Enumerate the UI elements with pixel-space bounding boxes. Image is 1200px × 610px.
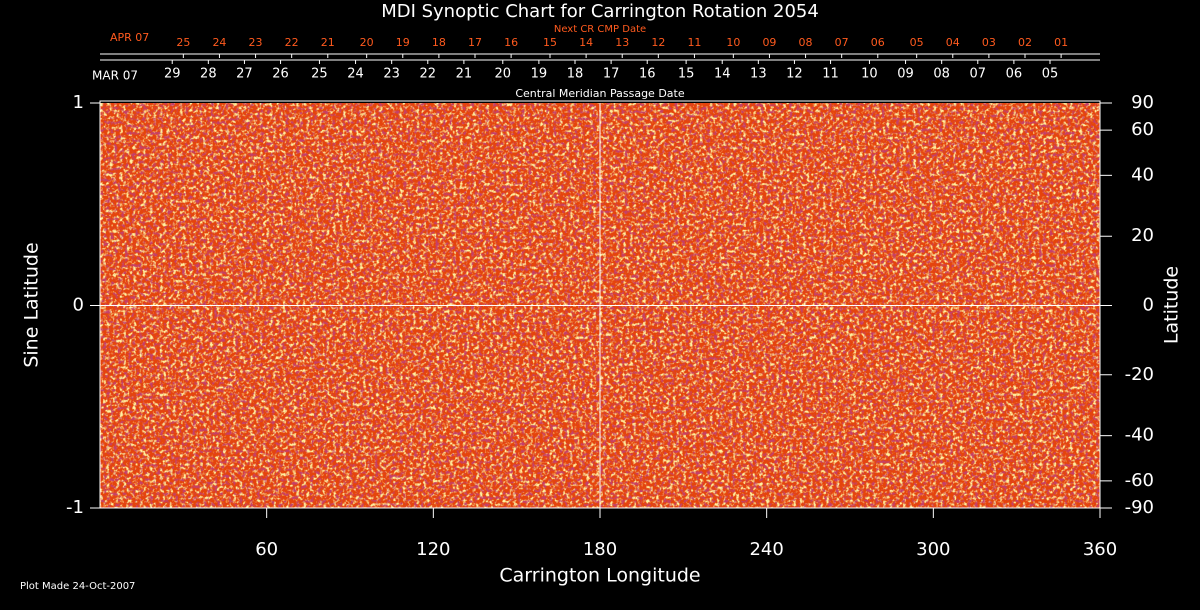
date-label: 15 bbox=[543, 36, 557, 49]
date-label: 19 bbox=[396, 36, 410, 49]
cmp-month: MAR 07 bbox=[92, 69, 138, 83]
date-label: 27 bbox=[236, 67, 253, 82]
y2-tick-label: -20 bbox=[1125, 364, 1154, 385]
date-label: 03 bbox=[982, 36, 996, 49]
x-tick-label: 60 bbox=[255, 539, 278, 560]
date-label: 25 bbox=[311, 67, 328, 82]
date-label: 05 bbox=[910, 36, 924, 49]
x-axis-label: Carrington Longitude bbox=[499, 565, 700, 587]
date-label: 09 bbox=[762, 36, 776, 49]
next-cmp-label: Next CR CMP Date bbox=[554, 24, 646, 35]
x-tick-label: 240 bbox=[749, 539, 783, 560]
date-label: 17 bbox=[468, 36, 482, 49]
chart-title: MDI Synoptic Chart for Carrington Rotati… bbox=[381, 1, 819, 22]
date-label: 24 bbox=[212, 36, 226, 49]
date-label: 11 bbox=[822, 67, 839, 82]
date-label: 21 bbox=[321, 36, 335, 49]
date-label: 26 bbox=[272, 67, 289, 82]
date-label: 07 bbox=[835, 36, 849, 49]
date-label: 14 bbox=[579, 36, 593, 49]
date-label: 21 bbox=[456, 67, 473, 82]
x-tick-label: 120 bbox=[416, 539, 450, 560]
date-label: 14 bbox=[714, 67, 731, 82]
y-tick-label: -1 bbox=[66, 497, 84, 518]
date-label: 02 bbox=[1018, 36, 1032, 49]
date-label: 12 bbox=[651, 36, 665, 49]
date-label: 29 bbox=[164, 67, 181, 82]
y-axis-label: Sine Latitude bbox=[21, 242, 43, 367]
y2-tick-label: 40 bbox=[1131, 164, 1154, 185]
date-label: 22 bbox=[420, 67, 437, 82]
date-label: 16 bbox=[504, 36, 518, 49]
date-label: 24 bbox=[347, 67, 364, 82]
date-label: 23 bbox=[249, 36, 263, 49]
y2-tick-label: -40 bbox=[1125, 425, 1154, 446]
date-label: 09 bbox=[897, 67, 914, 82]
date-label: 25 bbox=[176, 36, 190, 49]
date-label: 08 bbox=[799, 36, 813, 49]
date-label: 20 bbox=[360, 36, 374, 49]
date-label: 10 bbox=[861, 67, 878, 82]
date-label: 19 bbox=[531, 67, 548, 82]
y2-tick-label: -90 bbox=[1125, 497, 1154, 518]
date-label: 08 bbox=[933, 67, 950, 82]
y2-axis-label: Latitude bbox=[1161, 266, 1183, 344]
date-label: 07 bbox=[970, 67, 987, 82]
date-label: 16 bbox=[639, 67, 656, 82]
date-label: 12 bbox=[786, 67, 803, 82]
date-label: 18 bbox=[432, 36, 446, 49]
y2-tick-label: 60 bbox=[1131, 119, 1154, 140]
cmp-label: Central Meridian Passage Date bbox=[515, 87, 684, 100]
date-label: 18 bbox=[567, 67, 584, 82]
date-label: 23 bbox=[383, 67, 400, 82]
date-label: 15 bbox=[678, 67, 695, 82]
x-tick-label: 300 bbox=[916, 539, 950, 560]
y2-tick-label: 90 bbox=[1131, 92, 1154, 113]
x-tick-label: 180 bbox=[583, 539, 617, 560]
date-label: 06 bbox=[871, 36, 885, 49]
y2-tick-label: 20 bbox=[1131, 225, 1154, 246]
date-label: 06 bbox=[1006, 67, 1023, 82]
date-label: 05 bbox=[1042, 67, 1059, 82]
next-cmp-month: APR 07 bbox=[110, 31, 149, 44]
date-label: 11 bbox=[687, 36, 701, 49]
date-label: 04 bbox=[946, 36, 960, 49]
date-label: 13 bbox=[615, 36, 629, 49]
date-label: 28 bbox=[200, 67, 217, 82]
date-label: 01 bbox=[1054, 36, 1068, 49]
y-tick-label: 0 bbox=[73, 295, 84, 316]
date-label: 22 bbox=[285, 36, 299, 49]
y-tick-label: 1 bbox=[73, 92, 84, 113]
y2-tick-label: 0 bbox=[1143, 295, 1154, 316]
footer: Plot Made 24-Oct-2007 bbox=[20, 581, 135, 592]
date-label: 17 bbox=[603, 67, 620, 82]
date-label: 10 bbox=[726, 36, 740, 49]
x-tick-label: 360 bbox=[1083, 539, 1117, 560]
date-label: 13 bbox=[750, 67, 767, 82]
y2-tick-label: -60 bbox=[1125, 470, 1154, 491]
date-label: 20 bbox=[495, 67, 512, 82]
